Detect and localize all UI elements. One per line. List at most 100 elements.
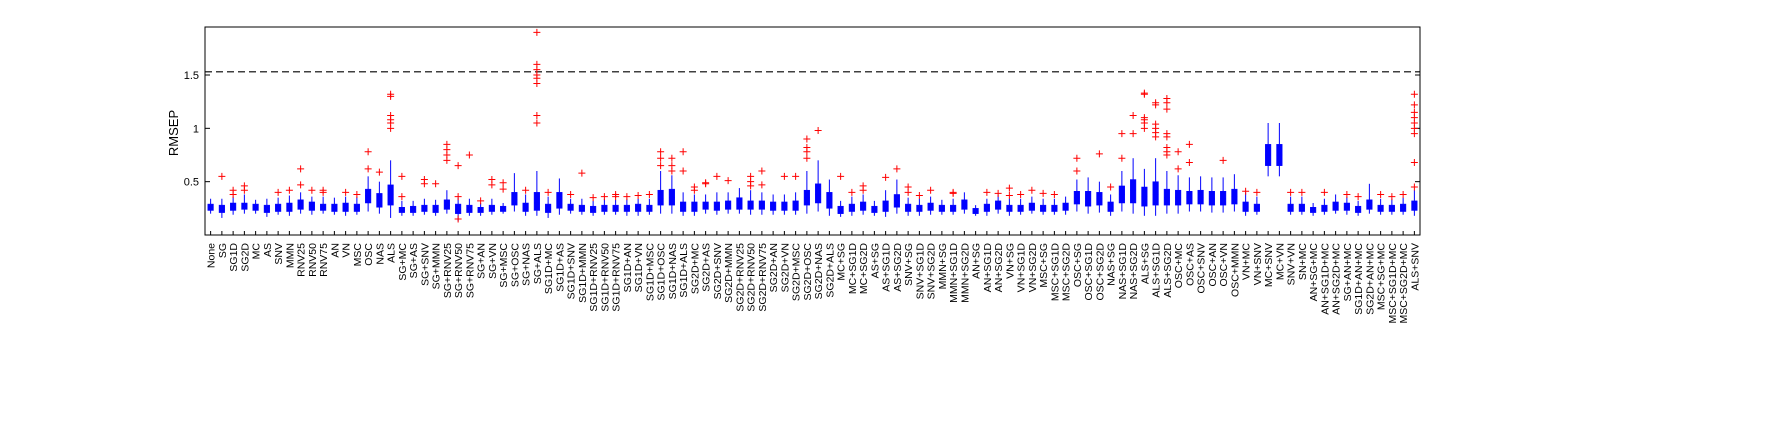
outlier-marker	[1320, 188, 1328, 196]
x-tick-label: SG1D+AN+MC	[1353, 243, 1365, 315]
box-iqr	[1197, 189, 1204, 205]
outlier-marker	[1129, 130, 1137, 138]
x-tick-label: RNV50	[307, 243, 319, 277]
outlier-marker	[1354, 193, 1362, 201]
x-tick-label: SG2D+RNV25	[734, 243, 746, 312]
box-iqr	[680, 201, 687, 212]
x-tick-label: SG2D+SNV	[712, 243, 724, 299]
x-tick-label: SG2D+AN	[768, 243, 780, 292]
x-tick-label: SG1D+AS	[554, 243, 566, 292]
x-tick-label: MC	[251, 243, 263, 260]
outlier-marker	[398, 172, 406, 180]
box-iqr	[365, 188, 372, 204]
x-tick-label: SG+MSC	[498, 243, 510, 288]
outlier-marker	[218, 172, 226, 180]
x-tick-label: AS+SG1D	[881, 243, 893, 292]
x-tick-label: MC+SNV	[1263, 243, 1275, 287]
x-tick-label: AN+SG2D	[993, 243, 1005, 293]
x-tick-label: ALS+SG1D	[1151, 243, 1163, 298]
outlier-marker	[893, 165, 901, 173]
x-tick-label: SG1D+OSC	[656, 243, 668, 301]
box-iqr	[1107, 201, 1114, 212]
box-iqr	[387, 184, 394, 206]
outlier-marker	[522, 186, 530, 194]
outlier-marker	[668, 162, 676, 170]
x-tick-label: SG+AS	[408, 243, 420, 278]
x-tick-label: MMN+SG2D	[959, 243, 971, 303]
x-tick-label: SG+AN+MC	[1342, 243, 1354, 302]
x-tick-label: AN+SG1D	[982, 243, 994, 293]
x-tick-label: SG1D+RNV25	[588, 243, 600, 312]
outlier-marker	[623, 193, 631, 201]
x-tick-label: SG2D+MSC	[791, 243, 803, 301]
x-tick-label: ALS	[386, 243, 398, 263]
outlier-marker	[758, 181, 766, 189]
x-tick-label: SG1D+MSC	[644, 243, 656, 301]
box-iqr	[263, 204, 270, 213]
outlier-marker	[1039, 189, 1047, 197]
outlier-marker	[319, 186, 327, 194]
outlier-marker	[1152, 99, 1160, 107]
x-tick-label: SG1D+NAS	[667, 243, 679, 299]
x-tick-label: SG+RNV75	[464, 243, 476, 298]
outlier-marker	[398, 193, 406, 201]
box-iqr	[443, 199, 450, 210]
x-tick-label: SG2D+RNV75	[757, 243, 769, 312]
x-tick-label: MSC+SG1D	[1049, 243, 1061, 301]
box-iqr	[837, 205, 844, 214]
y-tick-label: 1.5	[184, 70, 199, 82]
x-tick-label: SG+RNV25	[442, 243, 454, 298]
x-tick-label: SN+MC	[1297, 243, 1309, 280]
outlier-marker	[420, 176, 428, 184]
box-iqr	[1028, 202, 1035, 211]
x-tick-label: NAS+SG1D	[1117, 243, 1129, 300]
outlier-marker	[1163, 94, 1171, 102]
y-axis-label: RMSEP	[166, 110, 181, 156]
box-iqr	[905, 203, 912, 212]
y-tick-label: 1	[193, 123, 199, 135]
x-tick-label: SG+ALS	[532, 243, 544, 284]
outlier-marker	[297, 165, 305, 173]
box-iqr	[230, 202, 237, 211]
x-tick-label: MC+VN	[1274, 243, 1286, 280]
outlier-marker	[780, 172, 788, 180]
x-tick-label: ALS+SNV	[1409, 243, 1421, 291]
outlier-marker	[612, 190, 620, 198]
box-iqr	[1411, 200, 1418, 211]
outlier-marker	[859, 182, 867, 190]
x-tick-label: OSC+SNV	[1196, 243, 1208, 293]
outlier-marker	[240, 182, 248, 190]
outlier-marker	[1107, 183, 1115, 191]
outlier-marker	[1095, 150, 1103, 158]
x-tick-label: NAS	[374, 243, 386, 265]
x-tick-label: OSC+MC	[1173, 243, 1185, 289]
x-tick-label: SG1D+VN	[633, 243, 645, 292]
outlier-marker	[724, 177, 732, 185]
x-tick-label: MC+SG1D	[847, 243, 859, 294]
outlier-marker	[477, 197, 485, 205]
outlier-marker	[634, 192, 642, 200]
box-iqr	[1242, 201, 1249, 212]
outlier-marker	[702, 179, 710, 187]
x-tick-label: SNV+SG1D	[914, 243, 926, 300]
outlier-marker	[1343, 190, 1351, 198]
box-iqr	[1062, 202, 1069, 211]
outlier-marker	[1050, 190, 1058, 198]
x-tick-label: SNV+SG	[903, 243, 915, 286]
outlier-marker	[1185, 140, 1193, 148]
x-tick-label: VN	[341, 243, 353, 258]
outlier-marker	[544, 188, 552, 196]
x-tick-label: NAS+SG	[1106, 243, 1118, 286]
box-iqr	[736, 197, 743, 210]
outlier-marker	[1152, 120, 1160, 128]
outlier-marker	[1298, 188, 1306, 196]
x-tick-label: SG+SNV	[419, 243, 431, 286]
box-iqr	[1220, 191, 1227, 206]
x-tick-label: MC+SG2D	[858, 243, 870, 294]
x-tick-label: SG+OSC	[509, 243, 521, 287]
x-tick-label: SG2D+AN+MC	[1364, 243, 1376, 315]
outlier-marker	[1377, 190, 1385, 198]
outlier-marker	[1287, 188, 1295, 196]
x-tick-label: SG2D+ALS	[824, 243, 836, 298]
